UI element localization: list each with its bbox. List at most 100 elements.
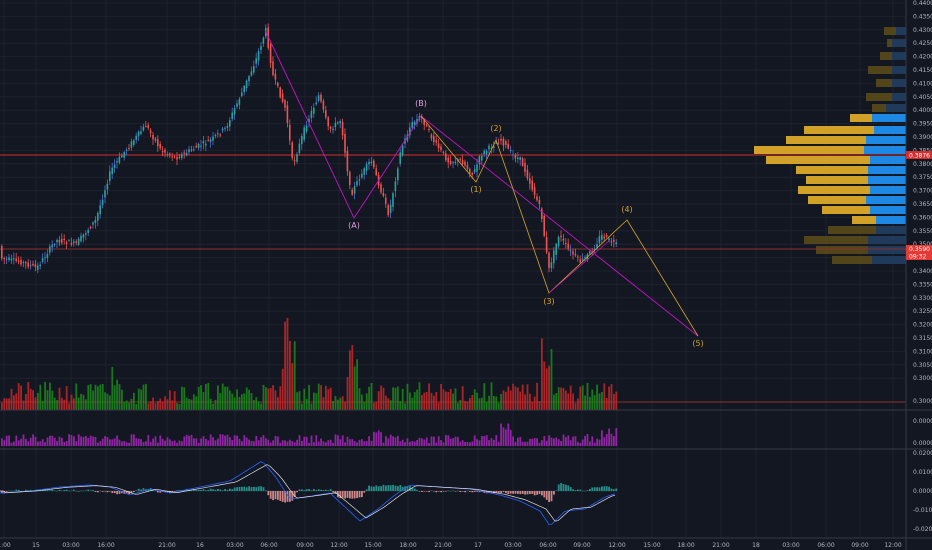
volume-bar <box>209 398 212 410</box>
macd-hist-bar <box>142 488 145 491</box>
candle-body <box>173 156 176 158</box>
osc1-bar <box>212 437 214 446</box>
volume-bar <box>298 391 301 410</box>
macd-hist-bar <box>382 484 385 491</box>
candle-body <box>27 262 29 267</box>
macd-hist-bar <box>409 485 411 491</box>
candle-body <box>505 141 507 145</box>
volume-bar <box>531 402 534 410</box>
osc1-bar <box>166 437 169 446</box>
osc1-bar <box>481 435 483 446</box>
candle-body <box>147 125 149 128</box>
candle-body <box>80 235 82 242</box>
volume-bar <box>289 340 291 410</box>
osc1-bar <box>560 440 562 446</box>
osc1-bar <box>356 442 358 446</box>
osc1-bar <box>20 438 22 446</box>
volume-bar <box>53 397 56 410</box>
volume-bar <box>488 395 490 410</box>
candle-body <box>231 112 233 120</box>
candle-body <box>159 143 161 149</box>
profile-bar-blue <box>870 206 906 214</box>
volume-bar <box>548 365 550 410</box>
volume-bar <box>401 388 404 410</box>
macd-hist-bar <box>598 487 601 491</box>
volume-bar <box>560 387 562 410</box>
candle-body <box>322 100 325 110</box>
volume-bar <box>305 398 308 410</box>
volume-bar <box>579 386 582 410</box>
osc1-bar <box>128 442 130 446</box>
osc1-bar <box>428 442 430 446</box>
volume-bar <box>135 403 138 410</box>
volume-bar <box>418 382 421 410</box>
volume-bar <box>75 383 78 410</box>
osc1-bar <box>289 439 291 446</box>
time-tick-label: 21:00 <box>434 542 451 549</box>
candle-body <box>3 257 5 259</box>
candle-body <box>536 196 538 201</box>
volume-bar <box>394 387 397 410</box>
macd-hist-bar <box>433 491 435 492</box>
macd-hist-bar <box>577 489 579 491</box>
macd-hist-bar <box>245 487 248 491</box>
candle-body <box>485 150 488 155</box>
osc1-bar <box>53 437 56 446</box>
candle-body <box>495 142 497 144</box>
osc1-bar <box>488 440 490 446</box>
candle-body <box>209 139 212 142</box>
volume-bar <box>248 389 250 410</box>
volume-bar <box>363 402 366 410</box>
volume-bar <box>329 387 332 410</box>
volume-bar <box>5 398 8 410</box>
volume-bar <box>262 384 265 410</box>
candle-body <box>145 126 147 128</box>
volume-bar <box>473 389 476 410</box>
macd-hist-bar <box>445 491 447 492</box>
osc1-bar <box>430 436 433 446</box>
candle-body <box>87 229 89 234</box>
candle-body <box>286 105 289 123</box>
macd-hist-bar <box>435 491 438 493</box>
volume-bar <box>73 398 75 410</box>
volume-bar <box>389 400 392 410</box>
osc1-bar <box>217 438 219 446</box>
time-axis[interactable]: 1:00 15 03:00 16:00 21:00 16 03:00 06:00 09:00 12… <box>0 542 902 549</box>
volume-bar <box>27 382 30 410</box>
candle-body <box>207 140 209 142</box>
osc1-bar <box>27 441 30 446</box>
candle-body <box>428 129 430 131</box>
osc1-bar <box>615 428 618 446</box>
osc1-bar <box>421 438 423 446</box>
wave-label: (1) <box>470 185 481 194</box>
macd-hist-bar <box>305 489 308 491</box>
candle-body <box>49 246 51 253</box>
candle-body <box>430 134 433 139</box>
candle-body <box>233 108 236 115</box>
macd-hist-bar <box>113 491 116 494</box>
profile-bar-gold <box>808 196 866 204</box>
volume-bar <box>550 349 553 410</box>
volume-bar <box>613 393 615 410</box>
osc1-bar <box>449 438 452 446</box>
price-axis[interactable]: 0.4400 0.4350 0.4300 0.4250 0.4200 0.4150 0.41… <box>913 0 932 533</box>
profile-bar-blue <box>892 66 906 74</box>
volume-bar <box>56 400 58 410</box>
volume-bar <box>382 387 385 410</box>
macd-hist-bar <box>85 490 87 491</box>
macd-hist-bar <box>469 491 471 492</box>
osc1-tick-label: 0.0000 <box>913 418 932 425</box>
candle-body <box>13 258 15 260</box>
volume-bar <box>346 376 349 410</box>
osc1-bar <box>303 436 306 446</box>
candle-body <box>461 160 464 165</box>
osc1-bar <box>572 436 574 446</box>
volume-bar <box>377 391 380 410</box>
macd-hist-bar <box>507 491 510 494</box>
macd-hist-bar <box>200 489 202 491</box>
candle-body <box>272 61 274 76</box>
candle-body <box>257 51 260 61</box>
